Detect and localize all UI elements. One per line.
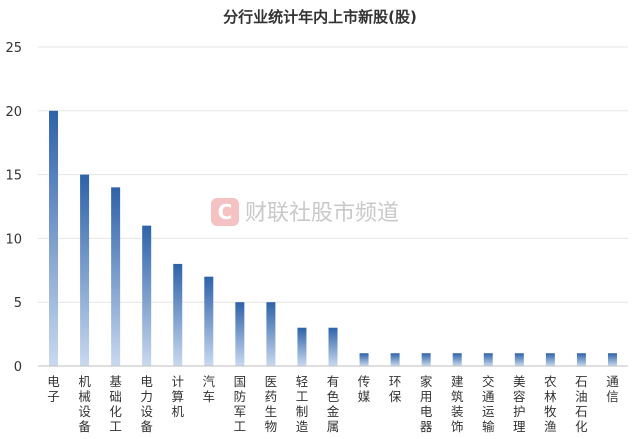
y-tick-label: 15 [5, 169, 22, 184]
watermark-text: 财联社股市频道 [245, 201, 399, 226]
x-tick-label: 建筑装饰 [451, 374, 464, 434]
bar [607, 353, 617, 366]
bar [204, 276, 214, 366]
x-tick-label: 电力设备 [140, 374, 153, 434]
bar [173, 263, 183, 366]
bar [266, 302, 276, 366]
bar [545, 353, 555, 366]
y-tick-label: 5 [14, 296, 22, 311]
x-tick-label: 环保 [389, 374, 402, 404]
x-tick-label: 有色金属 [327, 374, 340, 434]
bar [142, 225, 152, 366]
bars [49, 110, 617, 366]
y-tick-label: 0 [14, 360, 22, 375]
bar [49, 110, 59, 366]
x-tick-label: 计算机 [171, 374, 184, 419]
grid-lines [38, 46, 628, 303]
watermark-logo-letter: C [218, 200, 233, 224]
bar [328, 327, 338, 366]
x-axis-labels: 电子 机械设备 基础化工 电力设备 计算机 汽车 国防军工 医药生物 轻工制造 有色金属 传媒环保家… [47, 374, 619, 434]
y-tick-label: 20 [5, 105, 22, 120]
bar [297, 327, 307, 366]
bar [235, 302, 245, 366]
bar [514, 353, 524, 366]
bar [80, 174, 90, 366]
x-tick-label: 轻工制造 [296, 374, 309, 434]
x-tick-label: 农林牧渔 [544, 374, 557, 434]
y-tick-label: 25 [5, 41, 22, 56]
x-tick-label: 机械设备 [78, 374, 91, 434]
bar [390, 353, 400, 366]
x-tick-label: 基础化工 [109, 374, 122, 434]
x-tick-label: 交通运输 [482, 374, 495, 434]
x-tick-label: 通信 [606, 374, 619, 404]
x-tick-label: 汽车 [203, 374, 216, 404]
bar [111, 187, 121, 366]
x-tick-label: 电子 [47, 374, 60, 404]
y-axis-ticks: 0 5 10 15 20 25 [5, 41, 22, 375]
bar [576, 353, 586, 366]
x-tick-label: 国防军工 [234, 374, 247, 434]
bar [359, 353, 369, 366]
x-tick-label: 美容护理 [513, 374, 526, 434]
x-tick-label: 家用电器 [420, 374, 433, 434]
watermark-logo [211, 198, 239, 226]
x-tick-label: 石油石化 [575, 374, 588, 434]
bar [483, 353, 493, 366]
x-tick-label: 传媒 [358, 374, 371, 404]
chart-title: 分行业统计年内上市新股(股) [223, 8, 417, 26]
bar [452, 353, 462, 366]
bar [421, 353, 431, 366]
x-tick-label: 医药生物 [265, 374, 278, 434]
watermark: C 财联社股市频道 [211, 198, 399, 226]
y-tick-label: 10 [5, 232, 22, 247]
